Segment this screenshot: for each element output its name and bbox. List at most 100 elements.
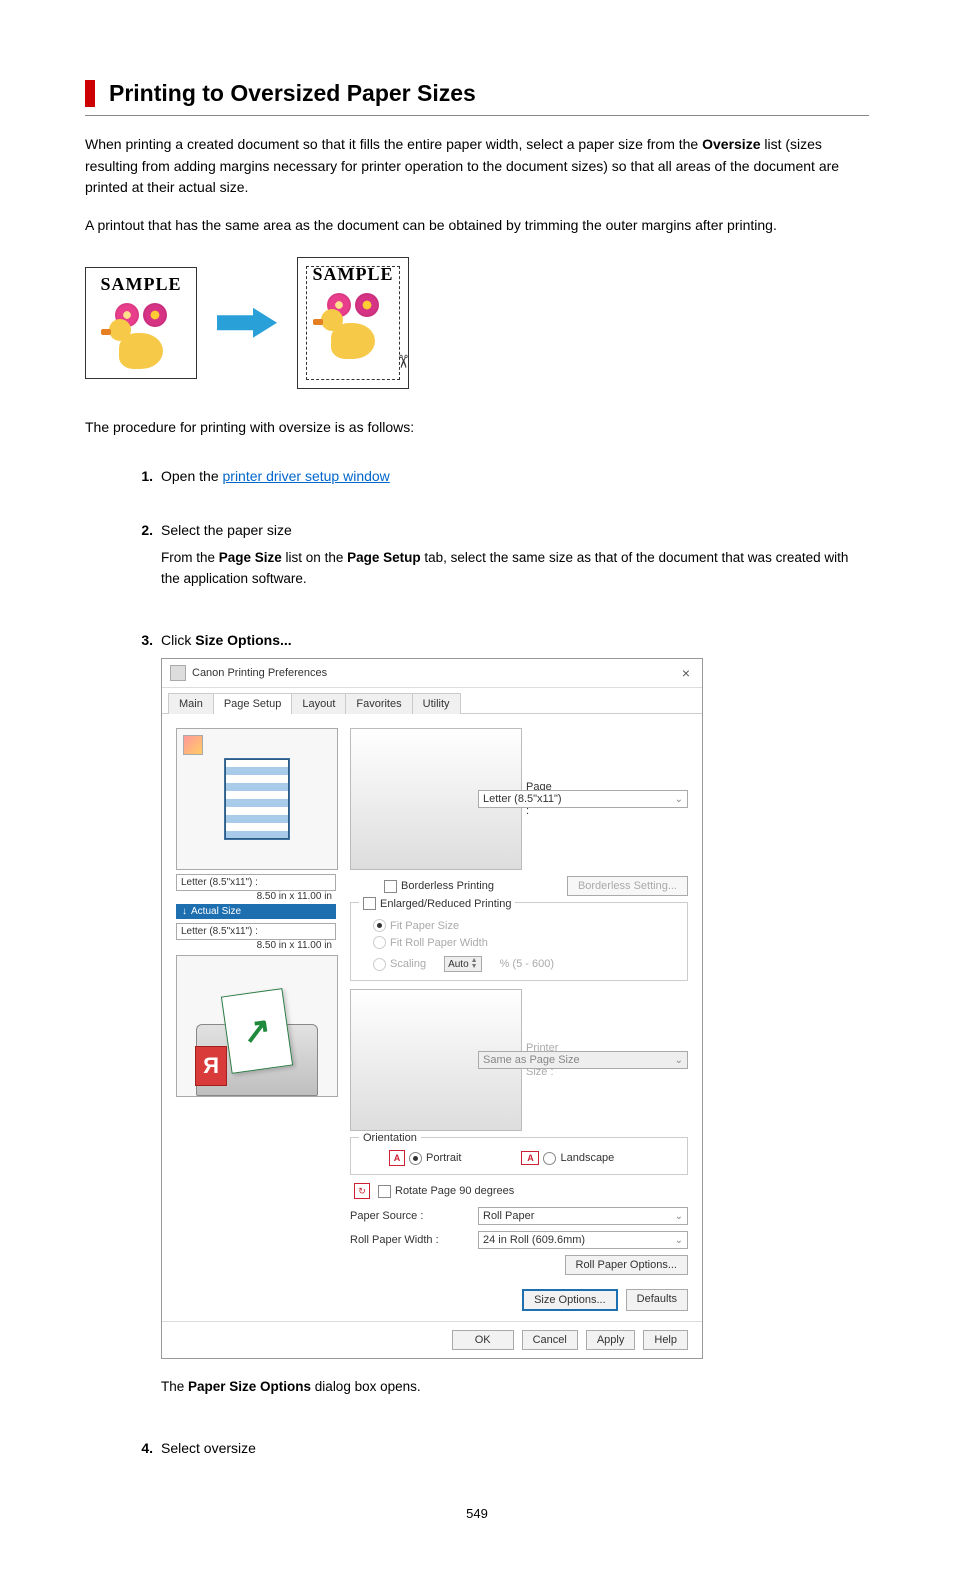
title-rule <box>85 115 869 116</box>
rotate-icon: ↻ <box>354 1183 370 1199</box>
landscape-label: Landscape <box>560 1152 614 1164</box>
sample-card-before: SAMPLE <box>85 267 197 379</box>
close-button[interactable]: × <box>678 665 694 681</box>
borderless-setting-button[interactable]: Borderless Setting... <box>567 876 688 896</box>
scaling-spinner[interactable]: Auto▲▼ <box>444 956 482 972</box>
step-4-number: 4. <box>125 1440 161 1466</box>
sample-duck-after <box>331 323 375 359</box>
step-2-number: 2. <box>125 522 161 604</box>
dialog-title: Canon Printing Preferences <box>192 667 327 679</box>
defaults-button[interactable]: Defaults <box>626 1289 688 1311</box>
step-3-after-pre: The <box>161 1379 188 1394</box>
roll-width-select[interactable]: 24 in Roll (609.6mm) ⌄ <box>478 1231 688 1249</box>
chevron-down-icon: ⌄ <box>675 1211 683 1222</box>
fit-roll-radio[interactable]: Fit Roll Paper Width <box>373 936 488 949</box>
actual-size-bar: Actual Size <box>176 904 336 919</box>
printer-driver-link[interactable]: printer driver setup window <box>223 468 390 484</box>
fit-roll-label: Fit Roll Paper Width <box>390 937 488 949</box>
paper-source-label: Paper Source : <box>350 1210 423 1222</box>
step-3-head-bold: Size Options... <box>195 632 291 648</box>
fit-paper-radio[interactable]: Fit Paper Size <box>373 919 459 932</box>
roll-paper-options-button[interactable]: Roll Paper Options... <box>565 1255 689 1275</box>
step-1-pre: Open the <box>161 468 223 484</box>
page-title: Printing to Oversized Paper Sizes <box>109 80 869 107</box>
step-4: 4. Select oversize <box>125 1440 869 1466</box>
ok-button[interactable]: OK <box>452 1330 514 1350</box>
orientation-label: Orientation <box>359 1132 421 1144</box>
borderless-label: Borderless Printing <box>401 880 494 892</box>
printer-preview-box: R <box>176 955 338 1097</box>
preview-size-2-dim: 8.50 in x 11.00 in <box>176 940 336 955</box>
procedure-intro: The procedure for printing with oversize… <box>85 417 869 439</box>
step-2-desc: From the Page Size list on the Page Setu… <box>161 548 869 590</box>
sample-label-after: SAMPLE <box>312 264 393 285</box>
step-3-after: The Paper Size Options dialog box opens. <box>161 1377 869 1398</box>
intro1-pre: When printing a created document so that… <box>85 136 702 152</box>
step-2-desc-pre: From the <box>161 550 219 565</box>
scaling-radio[interactable]: Scaling <box>373 958 426 971</box>
apply-button[interactable]: Apply <box>586 1330 636 1350</box>
intro-paragraph-2: A printout that has the same area as the… <box>85 215 869 237</box>
step-3-head-pre: Click <box>161 632 195 648</box>
sample-card-after: SAMPLE ✂ <box>297 257 409 389</box>
sample-illustration: SAMPLE SAMPLE ✂ <box>85 257 869 389</box>
step-3-head: Click Size Options... <box>161 632 869 648</box>
page-size-value: Letter (8.5"x11") <box>483 793 562 805</box>
step-3-after-post: dialog box opens. <box>311 1379 421 1394</box>
app-icon <box>170 665 186 681</box>
page-number: 549 <box>85 1506 869 1521</box>
arrow-icon <box>217 308 277 338</box>
step-2-desc-mid1: list on the <box>282 550 347 565</box>
preview-size-1-dim: 8.50 in x 11.00 in <box>176 891 336 902</box>
tab-page-setup[interactable]: Page Setup <box>213 693 293 714</box>
chevron-down-icon: ⌄ <box>675 1055 683 1066</box>
roll-width-value: 24 in Roll (609.6mm) <box>483 1234 585 1246</box>
enlarged-reduced-checkbox[interactable]: Enlarged/Reduced Printing <box>363 897 511 910</box>
portrait-radio[interactable]: A Portrait <box>389 1150 461 1166</box>
tab-main[interactable]: Main <box>168 693 214 714</box>
preview-size-2: Letter (8.5"x11") : <box>176 923 336 940</box>
page-preview-box <box>176 728 338 870</box>
step-3-number: 3. <box>125 632 161 1412</box>
paper-output-icon <box>221 988 293 1074</box>
tab-utility[interactable]: Utility <box>412 693 461 714</box>
preview-size-1-label: Letter (8.5"x11") : <box>181 877 258 888</box>
step-1-head: Open the printer driver setup window <box>161 468 869 484</box>
step-2-desc-b2: Page Setup <box>347 550 421 565</box>
preview-page-stack <box>224 758 290 840</box>
preview-size-2-label: Letter (8.5"x11") : <box>181 926 258 937</box>
size-options-button[interactable]: Size Options... <box>522 1289 618 1311</box>
rotate90-checkbox[interactable]: Rotate Page 90 degrees <box>378 1185 514 1198</box>
actual-size-label: Actual Size <box>191 906 241 917</box>
step-2-desc-b1: Page Size <box>219 550 282 565</box>
help-button[interactable]: Help <box>643 1330 688 1350</box>
tab-layout[interactable]: Layout <box>291 693 346 714</box>
intro1-bold: Oversize <box>702 136 760 152</box>
landscape-radio[interactable]: ALandscape <box>521 1150 614 1166</box>
paper-source-value: Roll Paper <box>483 1210 534 1222</box>
step-3-after-bold: Paper Size Options <box>188 1379 311 1394</box>
sample-duck-before <box>119 333 163 369</box>
cancel-button[interactable]: Cancel <box>522 1330 578 1350</box>
sample-label-before: SAMPLE <box>100 274 181 295</box>
dialog-tabs: Main Page Setup Layout Favorites Utility <box>162 688 702 714</box>
portrait-label: Portrait <box>426 1152 461 1164</box>
paper-r-icon: R <box>195 1046 227 1086</box>
borderless-checkbox[interactable]: Borderless Printing <box>384 880 494 893</box>
scaling-label: Scaling <box>390 958 426 970</box>
orientation-group: Orientation APortrait ALandscape <box>350 1137 688 1175</box>
page-size-select[interactable]: Letter (8.5"x11") ⌄ <box>478 790 688 808</box>
tab-favorites[interactable]: Favorites <box>345 693 412 714</box>
paper-source-select[interactable]: Roll Paper ⌄ <box>478 1207 688 1225</box>
step-2: 2. Select the paper size From the Page S… <box>125 522 869 604</box>
enlarged-reduced-label: Enlarged/Reduced Printing <box>380 898 511 910</box>
step-1: 1. Open the printer driver setup window <box>125 468 869 494</box>
step-4-head: Select oversize <box>161 1440 869 1456</box>
intro-paragraph-1: When printing a created document so that… <box>85 134 869 199</box>
dialog-titlebar: Canon Printing Preferences × <box>162 659 702 688</box>
step-2-head: Select the paper size <box>161 522 869 538</box>
scissors-icon: ✂ <box>392 354 413 369</box>
chevron-down-icon: ⌄ <box>675 794 683 805</box>
step-3: 3. Click Size Options... Canon Printing … <box>125 632 869 1412</box>
portrait-icon: A <box>389 1150 405 1166</box>
